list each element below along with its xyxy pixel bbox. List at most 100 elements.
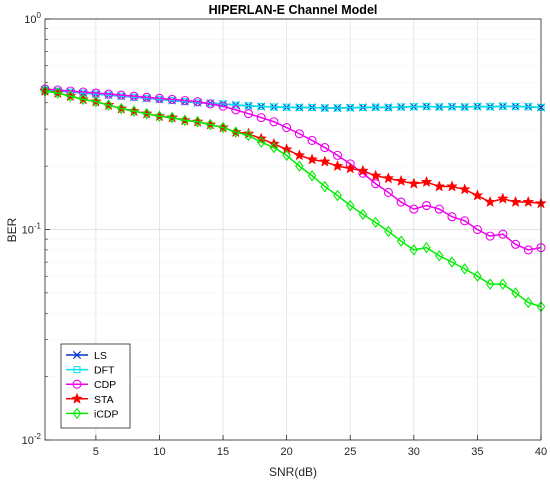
x-tick-label: 25 (344, 446, 356, 458)
data-point-dft (321, 104, 329, 112)
data-point-sta (496, 192, 509, 204)
data-point-sta (420, 175, 433, 188)
data-point-dft (295, 103, 303, 111)
data-point-dft (244, 102, 252, 110)
data-point-cdp (511, 239, 521, 249)
data-point-cdp (205, 99, 215, 109)
data-point-cdp (256, 113, 266, 123)
x-tick-label: 15 (217, 446, 229, 458)
data-point-icdp (384, 225, 393, 238)
data-point-sta (395, 174, 408, 187)
data-point-icdp (345, 199, 355, 212)
data-point-icdp (422, 241, 431, 254)
data-point-cdp (332, 150, 343, 160)
data-point-cdp (383, 187, 393, 197)
data-point-cdp (421, 200, 432, 211)
series-layer (39, 84, 547, 313)
data-point-icdp (511, 287, 520, 299)
data-point-cdp (243, 109, 254, 119)
data-point-cdp (498, 229, 508, 239)
ticks: 5 10 15 20 25 30 35 40 100 10-1 10-2 (22, 11, 548, 458)
data-point-cdp (434, 204, 444, 214)
legend-label-cdp: CDP (94, 379, 116, 391)
data-point-icdp (142, 107, 152, 120)
data-point-sta (293, 149, 306, 161)
data-point-icdp (485, 278, 495, 290)
data-point-dft (308, 103, 316, 111)
legend-item-icdp: iCDP (66, 407, 119, 420)
data-point-cdp (231, 105, 241, 115)
data-point-dft (257, 102, 265, 110)
series-cdp (40, 84, 546, 255)
data-point-sta (344, 162, 357, 174)
data-point-cdp (294, 129, 304, 139)
data-point-icdp (307, 170, 317, 182)
x-tick-label: 30 (408, 446, 420, 458)
data-point-cdp (472, 224, 482, 235)
data-point-dft (473, 102, 481, 110)
legend-label-sta: STA (94, 394, 114, 406)
data-point-dft (384, 103, 392, 111)
chart-title: HIPERLAN-E Channel Model (209, 3, 378, 17)
data-point-sta (522, 195, 535, 208)
data-point-icdp (333, 189, 342, 202)
data-point-sta (433, 180, 446, 192)
data-point-sta (331, 159, 344, 172)
data-point-cdp (485, 231, 495, 241)
legend-item-cdp: CDP (66, 379, 116, 391)
data-point-sta (306, 153, 318, 165)
data-point-cdp (269, 117, 279, 127)
data-point-sta (509, 195, 522, 208)
series-line-dft (44, 89, 542, 109)
data-point-icdp (498, 278, 508, 290)
legend-item-ls: LS (66, 350, 107, 362)
data-point-dft (372, 103, 380, 111)
data-point-dft (283, 103, 291, 111)
data-point-icdp (256, 136, 266, 148)
data-point-cdp (218, 101, 228, 111)
y-tick-label: 100 (24, 11, 41, 26)
data-point-cdp (460, 216, 470, 226)
data-point-dft (410, 103, 418, 111)
data-point-dft (423, 102, 431, 110)
data-point-cdp (409, 204, 419, 214)
legend-marker-sta (71, 392, 83, 404)
data-point-dft (359, 103, 367, 111)
data-point-icdp (371, 216, 380, 229)
legend-label-dft: DFT (94, 365, 115, 377)
data-point-icdp (473, 270, 482, 282)
data-point-icdp (358, 208, 368, 221)
data-point-dft (232, 101, 240, 109)
legend-marker-cdp (72, 379, 82, 389)
data-point-cdp (167, 94, 177, 104)
data-point-icdp (206, 118, 215, 131)
data-point-sta (458, 183, 471, 195)
data-point-sta (369, 169, 382, 181)
data-point-dft (346, 104, 354, 112)
data-point-sta (484, 195, 497, 208)
data-point-cdp (180, 95, 190, 106)
data-point-icdp (193, 116, 202, 128)
legend-marker-dft (73, 366, 81, 374)
data-point-icdp (167, 111, 177, 124)
data-point-icdp (104, 99, 113, 111)
data-point-cdp (154, 93, 165, 103)
x-tick-label: 40 (535, 446, 547, 458)
data-point-icdp (244, 129, 253, 142)
x-tick-label: 10 (153, 446, 165, 458)
data-point-cdp (307, 135, 317, 145)
legend-label-icdp: iCDP (94, 408, 119, 420)
x-tick-label: 20 (281, 446, 293, 458)
data-point-dft (512, 102, 520, 110)
data-point-sta (407, 177, 420, 189)
data-point-cdp (142, 92, 152, 102)
data-point-icdp (91, 95, 101, 108)
series-icdp (40, 85, 546, 313)
data-point-cdp (282, 123, 292, 133)
x-tick-label: 5 (93, 446, 99, 458)
x-tick-label: 35 (471, 446, 483, 458)
data-point-icdp (396, 235, 406, 247)
data-point-icdp (78, 93, 88, 106)
data-point-dft (524, 103, 532, 111)
